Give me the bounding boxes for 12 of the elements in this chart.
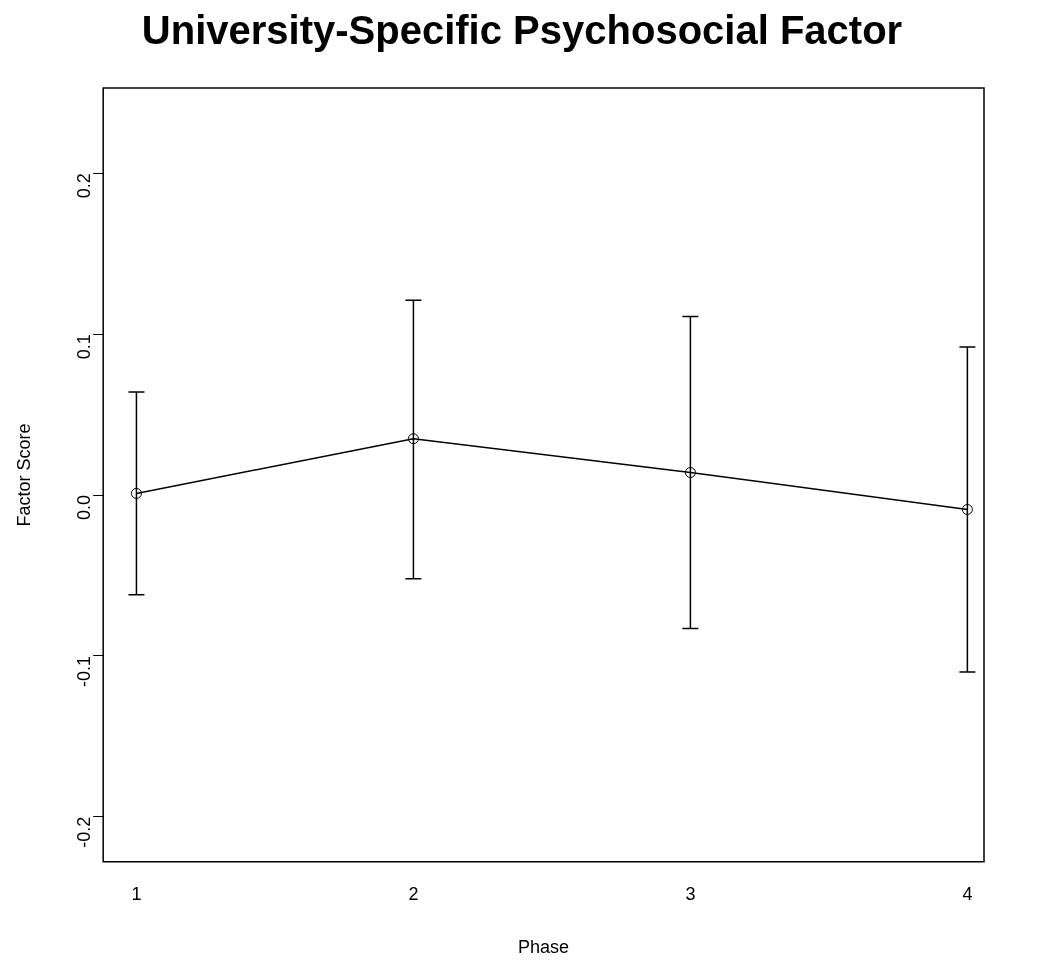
y-tick-label: 0.2 xyxy=(74,173,95,199)
y-tick-label: -0.1 xyxy=(74,655,95,687)
y-tick-label: 0.0 xyxy=(74,495,95,521)
chart-title: University-Specific Psychosocial Factor xyxy=(140,8,904,54)
x-tick-label: 1 xyxy=(131,883,142,904)
y-tick-label: 0.1 xyxy=(74,334,95,360)
y-tick-label: -0.2 xyxy=(74,816,95,848)
x-axis-title: Phase xyxy=(518,937,570,958)
x-tick-label: 2 xyxy=(408,883,419,904)
x-tick-label: 3 xyxy=(685,883,696,904)
x-tick-label: 4 xyxy=(962,883,973,904)
y-axis-title: Factor Score xyxy=(13,423,34,527)
